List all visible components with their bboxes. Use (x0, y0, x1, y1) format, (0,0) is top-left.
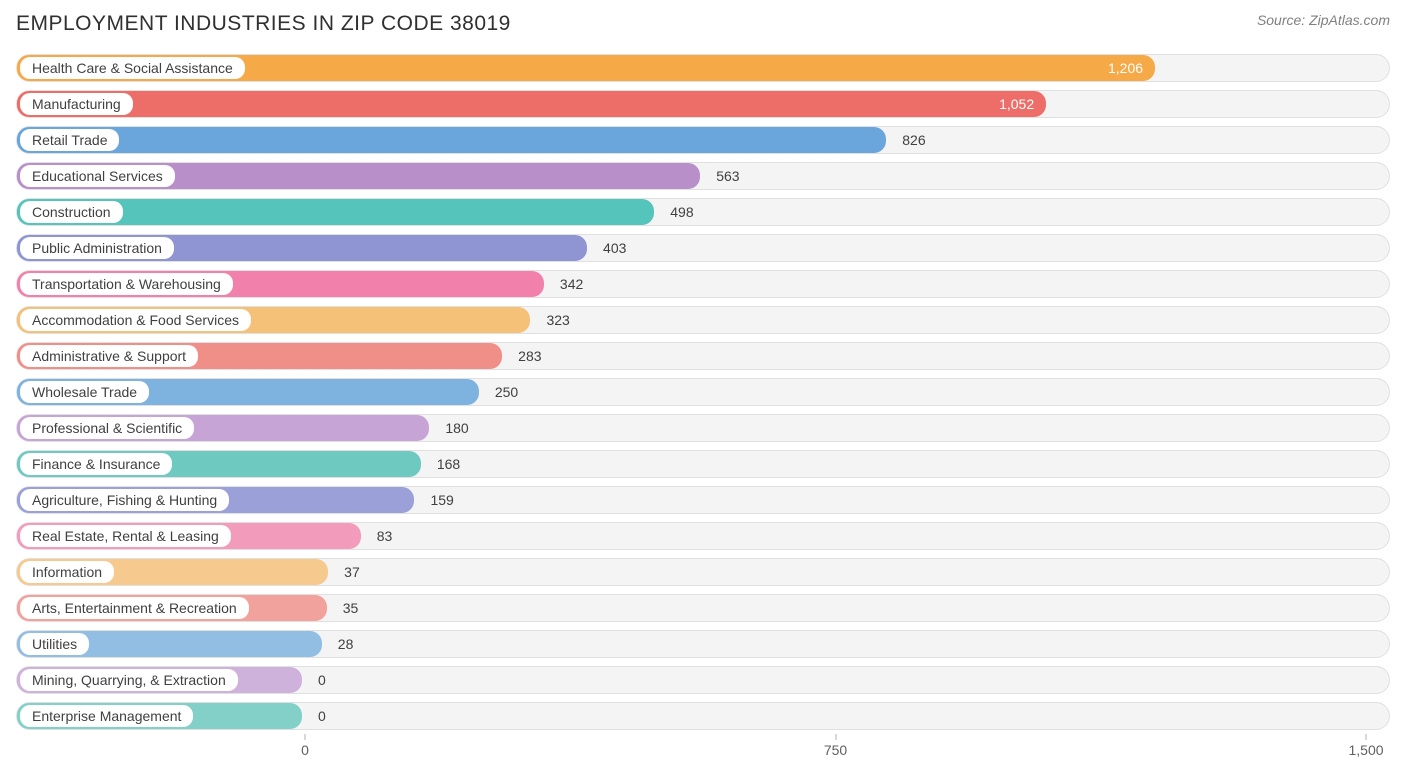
bar-label: Public Administration (32, 240, 162, 256)
bar-value: 28 (338, 631, 354, 657)
bar-label-pill: Utilities (20, 633, 89, 655)
bar-row: Educational Services 563 (16, 162, 1390, 190)
bar-value: 159 (430, 487, 453, 513)
bar-label: Mining, Quarrying, & Extraction (32, 672, 226, 688)
bar-value: 403 (603, 235, 626, 261)
bar-label-pill: Educational Services (20, 165, 175, 187)
bar-row: Health Care & Social Assistance 1,206 (16, 54, 1390, 82)
x-tick-label: 1,500 (1348, 742, 1383, 758)
bar-label: Manufacturing (32, 96, 121, 112)
bar-label: Agriculture, Fishing & Hunting (32, 492, 217, 508)
bar-value: 826 (902, 127, 925, 153)
bar-value: 342 (560, 271, 583, 297)
bar-label: Wholesale Trade (32, 384, 137, 400)
bar-label: Accommodation & Food Services (32, 312, 239, 328)
bar-row: Mining, Quarrying, & Extraction 0 (16, 666, 1390, 694)
bar-value: 37 (344, 559, 360, 585)
bar-fill (17, 127, 886, 153)
bar-label-pill: Administrative & Support (20, 345, 198, 367)
bar-row: Administrative & Support 283 (16, 342, 1390, 370)
bar-label: Finance & Insurance (32, 456, 160, 472)
bar-label: Professional & Scientific (32, 420, 182, 436)
bar-value: 168 (437, 451, 460, 477)
bar-row: Arts, Entertainment & Recreation 35 (16, 594, 1390, 622)
bar-row: Agriculture, Fishing & Hunting 159 (16, 486, 1390, 514)
bar-row: Information 37 (16, 558, 1390, 586)
bar-fill (17, 91, 1046, 117)
bar-label: Administrative & Support (32, 348, 186, 364)
bar-row: Retail Trade 826 (16, 126, 1390, 154)
bar-label: Educational Services (32, 168, 163, 184)
bar-row: Public Administration 403 (16, 234, 1390, 262)
bar-label-pill: Mining, Quarrying, & Extraction (20, 669, 238, 691)
bar-label-pill: Information (20, 561, 114, 583)
bar-value: 250 (495, 379, 518, 405)
bar-value: 563 (716, 163, 739, 189)
bar-row: Accommodation & Food Services 323 (16, 306, 1390, 334)
bar-row: Transportation & Warehousing 342 (16, 270, 1390, 298)
bar-label-pill: Enterprise Management (20, 705, 193, 727)
bar-label-pill: Arts, Entertainment & Recreation (20, 597, 249, 619)
bar-value: 180 (445, 415, 468, 441)
bar-label-pill: Wholesale Trade (20, 381, 149, 403)
x-tick-line (1366, 734, 1367, 740)
x-tick-label: 0 (301, 742, 309, 758)
bar-value: 1,052 (999, 91, 1034, 117)
bar-label: Arts, Entertainment & Recreation (32, 600, 237, 616)
bar-row: Enterprise Management 0 (16, 702, 1390, 730)
bar-label: Real Estate, Rental & Leasing (32, 528, 219, 544)
bar-row: Manufacturing 1,052 (16, 90, 1390, 118)
bar-value: 0 (318, 667, 326, 693)
bar-label: Utilities (32, 636, 77, 652)
chart-header: EMPLOYMENT INDUSTRIES IN ZIP CODE 38019 … (16, 12, 1390, 36)
bar-value: 1,206 (1108, 55, 1143, 81)
bar-value: 323 (546, 307, 569, 333)
chart-area: Health Care & Social Assistance 1,206 Manu… (16, 54, 1390, 762)
bar-label: Retail Trade (32, 132, 107, 148)
bar-label: Transportation & Warehousing (32, 276, 221, 292)
x-tick-line (835, 734, 836, 740)
bar-label-pill: Real Estate, Rental & Leasing (20, 525, 231, 547)
bar-label-pill: Finance & Insurance (20, 453, 172, 475)
bar-label-pill: Manufacturing (20, 93, 133, 115)
bar-label: Information (32, 564, 102, 580)
bar-label: Enterprise Management (32, 708, 181, 724)
bar-label-pill: Transportation & Warehousing (20, 273, 233, 295)
bar-value: 498 (670, 199, 693, 225)
bar-label-pill: Health Care & Social Assistance (20, 57, 245, 79)
bar-row: Utilities 28 (16, 630, 1390, 658)
bar-row: Wholesale Trade 250 (16, 378, 1390, 406)
bar-label: Health Care & Social Assistance (32, 60, 233, 76)
x-tick-line (305, 734, 306, 740)
bar-value: 83 (377, 523, 393, 549)
bar-row: Construction 498 (16, 198, 1390, 226)
bar-label-pill: Accommodation & Food Services (20, 309, 251, 331)
x-tick-label: 750 (824, 742, 847, 758)
chart-title: EMPLOYMENT INDUSTRIES IN ZIP CODE 38019 (16, 12, 511, 36)
bar-row: Real Estate, Rental & Leasing 83 (16, 522, 1390, 550)
bar-row: Professional & Scientific 180 (16, 414, 1390, 442)
bar-label-pill: Professional & Scientific (20, 417, 194, 439)
bar-row: Finance & Insurance 168 (16, 450, 1390, 478)
x-axis: 0 750 1,500 (16, 738, 1390, 762)
bar-value: 35 (343, 595, 359, 621)
bar-label-pill: Retail Trade (20, 129, 119, 151)
bar-label-pill: Construction (20, 201, 123, 223)
bar-label: Construction (32, 204, 111, 220)
bar-label-pill: Agriculture, Fishing & Hunting (20, 489, 229, 511)
bar-label-pill: Public Administration (20, 237, 174, 259)
bar-value: 0 (318, 703, 326, 729)
chart-source: Source: ZipAtlas.com (1257, 12, 1390, 28)
bar-value: 283 (518, 343, 541, 369)
